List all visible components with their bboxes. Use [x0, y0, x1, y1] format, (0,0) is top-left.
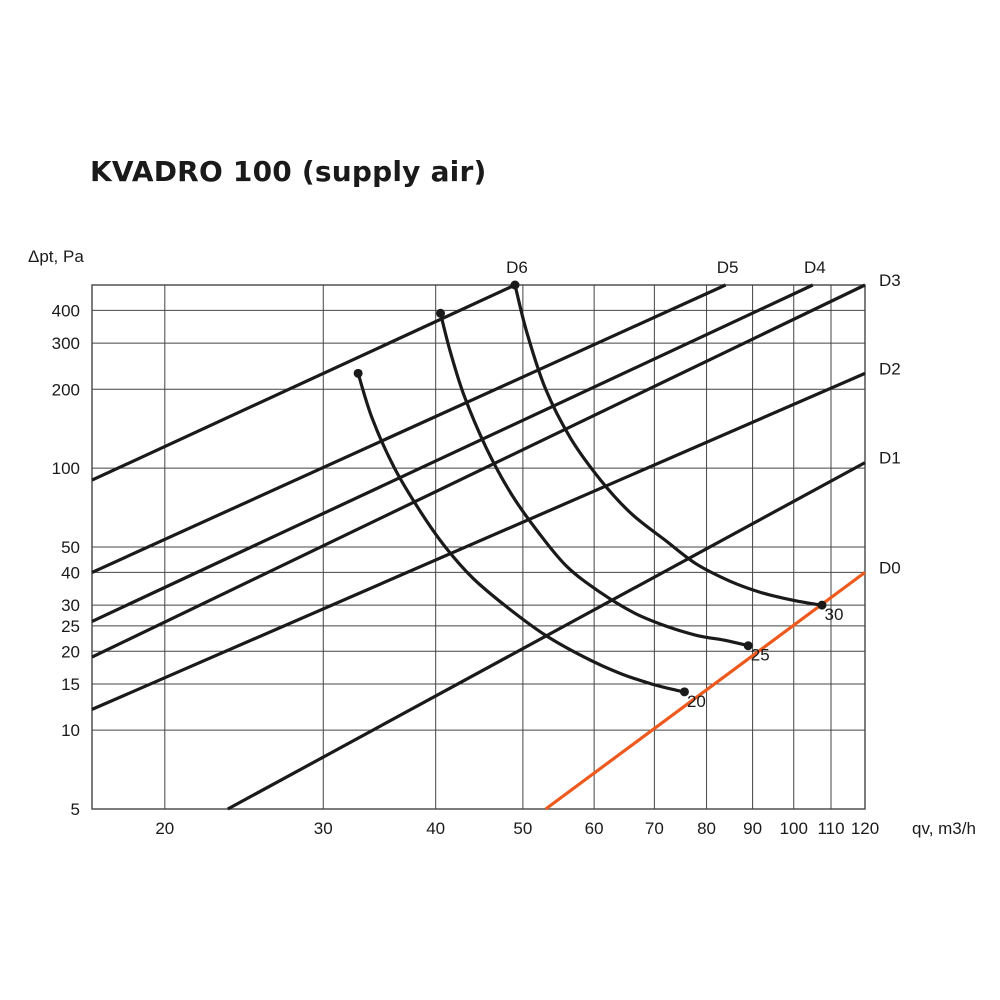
- x-tick-label-50: 50: [513, 819, 532, 838]
- y-tick-label-400: 400: [52, 301, 80, 320]
- curve-30: [513, 284, 823, 607]
- y-tick-label-5: 5: [71, 800, 80, 819]
- x-tick-label-60: 60: [585, 819, 604, 838]
- y-tick-label-25: 25: [61, 617, 80, 636]
- y-tick-label-10: 10: [61, 721, 80, 740]
- curve-30-start-point: [510, 280, 520, 290]
- curve-25-end-point: [743, 641, 753, 651]
- series-label-d2: D2: [879, 359, 901, 378]
- chart-title: KVADRO 100 (supply air): [90, 155, 487, 188]
- curve-20-start-point: [353, 368, 363, 378]
- x-tick-label-20: 20: [155, 819, 174, 838]
- x-tick-label-110: 110: [817, 819, 844, 838]
- curves: [353, 280, 827, 697]
- y-tick-label-50: 50: [61, 538, 80, 557]
- x-tick-labels: 20 30 40 50 60 70 80 90 100 110 120: [155, 819, 879, 838]
- curve-label-30: 30: [825, 605, 844, 624]
- y-tick-label-15: 15: [61, 675, 80, 694]
- y-tick-label-30: 30: [61, 596, 80, 615]
- x-tick-label-100: 100: [780, 819, 808, 838]
- curve-25: [438, 312, 749, 648]
- series-lines: [91, 283, 866, 811]
- y-tick-labels: 5 10 15 20 25 30 40 50 100 200 300 400: [52, 301, 80, 819]
- curve-label-20: 20: [687, 692, 706, 711]
- series-line-d5: [91, 283, 727, 574]
- series-label-d1: D1: [879, 449, 901, 468]
- series-line-d3: [91, 283, 866, 659]
- y-tick-label-100: 100: [52, 459, 80, 478]
- x-tick-label-40: 40: [426, 819, 445, 838]
- curve-20: [356, 372, 685, 694]
- x-tick-label-80: 80: [697, 819, 716, 838]
- series-label-d6: D6: [506, 258, 528, 277]
- series-label-d3: D3: [879, 271, 901, 290]
- curve-label-25: 25: [751, 646, 770, 665]
- x-tick-label-30: 30: [314, 819, 333, 838]
- y-tick-label-300: 300: [52, 334, 80, 353]
- x-axis-label: qv, m3/h: [912, 819, 976, 838]
- x-tick-label-90: 90: [743, 819, 762, 838]
- grid: [91, 284, 866, 810]
- y-tick-label-20: 20: [61, 642, 80, 661]
- curve-25-start-point: [436, 308, 446, 318]
- curve-20-end-point: [679, 687, 689, 697]
- series-line-d4: [91, 283, 814, 623]
- y-tick-label-40: 40: [61, 563, 80, 582]
- curve-30-end-point: [817, 600, 827, 610]
- series-labels: D6 D5 D4 D3 D2 D1 D0 20 25 30: [506, 258, 901, 711]
- y-tick-label-200: 200: [52, 380, 80, 399]
- x-tick-label-120: 120: [851, 819, 879, 838]
- series-label-d5: D5: [717, 258, 739, 277]
- series-line-d0: [544, 571, 866, 811]
- series-line-d2: [91, 371, 866, 711]
- y-axis-label: Δpt, Pa: [28, 247, 84, 266]
- series-label-d0: D0: [879, 558, 901, 577]
- x-tick-label-70: 70: [645, 819, 664, 838]
- series-label-d4: D4: [804, 258, 826, 277]
- series-line-d6: [91, 283, 516, 482]
